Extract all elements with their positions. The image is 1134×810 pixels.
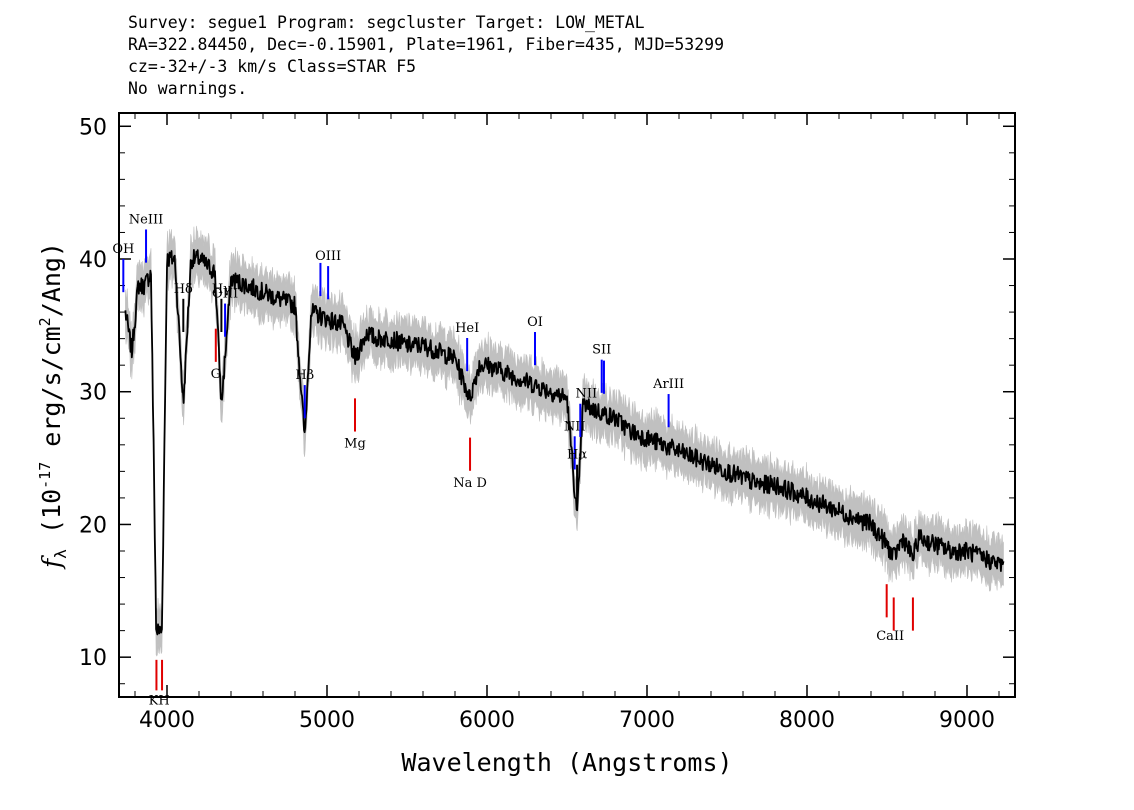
absorption-line-label: Na D <box>453 476 487 491</box>
emission-line-label: Hα <box>567 448 587 463</box>
emission-line-label: HeI <box>455 321 479 336</box>
emission-line-label: SII <box>592 343 611 358</box>
x-tick-label: 7000 <box>619 708 675 733</box>
header-coordinates-line: RA=322.84450, Dec=-0.15901, Plate=1961, … <box>128 35 725 54</box>
emission-line-label: OH <box>112 242 134 257</box>
emission-line-label: NII <box>575 387 597 402</box>
spectrum-error-band <box>125 225 1004 657</box>
y-tick-label: 40 <box>79 248 107 273</box>
emission-line-label: NeIII <box>129 212 163 227</box>
emission-line-label: Hγ <box>212 282 231 297</box>
y-tick-label: 10 <box>79 646 107 671</box>
emission-line-label: Hβ <box>295 368 314 383</box>
y-tick-label: 50 <box>79 115 107 140</box>
spectrum-line <box>124 249 1005 636</box>
emission-line-label: OIII <box>212 287 238 302</box>
header-warnings-line: No warnings. <box>128 79 248 98</box>
absorption-line-label: Mg <box>344 437 366 452</box>
absorption-line-label: G <box>211 367 221 382</box>
emission-line-label: ArIII <box>652 377 684 392</box>
x-tick-label: 8000 <box>779 708 835 733</box>
header-redshift-line: cz=-32+/-3 km/s Class=STAR F5 <box>128 57 417 76</box>
y-tick-label: 30 <box>79 381 107 406</box>
y-axis-label: fλ (10-17 erg/s/cm2/Ang) <box>36 242 70 570</box>
absorption-line-label: KH <box>149 693 170 708</box>
x-axis-label: Wavelength (Angstroms) <box>401 748 732 777</box>
x-tick-label: 9000 <box>939 708 995 733</box>
emission-line-label: OI <box>527 315 543 330</box>
spectrum-header: Survey: segue1 Program: segcluster Targe… <box>128 12 724 100</box>
emission-line-label: NII <box>564 419 586 434</box>
x-tick-label: 4000 <box>139 708 195 733</box>
y-tick-label: 20 <box>79 513 107 538</box>
plot-frame <box>118 112 1016 698</box>
x-tick-label: 5000 <box>299 708 355 733</box>
absorption-line-label: CaII <box>876 629 904 644</box>
header-survey-line: Survey: segue1 Program: segcluster Targe… <box>128 13 645 32</box>
emission-line-label: Hδ <box>174 282 193 297</box>
x-tick-label: 6000 <box>459 708 515 733</box>
emission-line-label: OIII <box>315 249 341 264</box>
